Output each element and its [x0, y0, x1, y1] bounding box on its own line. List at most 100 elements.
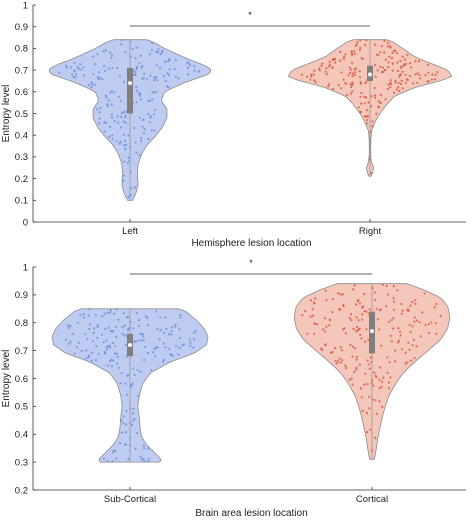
- iqr-box: [127, 67, 133, 114]
- data-point: [133, 418, 136, 421]
- data-point: [351, 383, 354, 386]
- data-point: [433, 78, 436, 81]
- data-point: [383, 51, 386, 54]
- data-point: [93, 83, 97, 86]
- x-axis-label: Brain area lesion location: [195, 508, 307, 519]
- data-point: [104, 94, 107, 97]
- data-point: [142, 132, 145, 135]
- data-point: [189, 344, 192, 347]
- data-point: [122, 174, 125, 177]
- data-point: [85, 349, 88, 352]
- data-point: [141, 65, 144, 68]
- data-point: [150, 129, 153, 132]
- data-point: [353, 284, 356, 287]
- data-point: [96, 53, 99, 56]
- data-point: [338, 357, 341, 360]
- data-point: [157, 50, 160, 53]
- data-point: [406, 309, 409, 312]
- data-point: [365, 115, 368, 118]
- data-point: [131, 423, 134, 427]
- data-point: [134, 70, 137, 73]
- data-point: [414, 60, 417, 63]
- data-point: [351, 61, 354, 64]
- x-axis-label: Hemisphere lesion location: [191, 238, 311, 249]
- data-point: [97, 71, 100, 74]
- data-point: [364, 372, 367, 375]
- data-point: [350, 319, 353, 322]
- data-point: [91, 83, 94, 86]
- data-point: [397, 86, 400, 89]
- data-point: [154, 355, 157, 358]
- data-point: [120, 419, 123, 422]
- data-point: [82, 312, 85, 316]
- data-point: [378, 400, 381, 403]
- data-point: [135, 86, 138, 89]
- data-point: [388, 55, 391, 58]
- data-point: [140, 139, 143, 142]
- data-point: [358, 302, 362, 305]
- data-point: [394, 360, 397, 363]
- y-tick-label: 0.9: [15, 22, 28, 33]
- data-point: [356, 329, 359, 332]
- data-point: [98, 111, 101, 114]
- data-point: [113, 120, 116, 123]
- data-point: [345, 367, 348, 370]
- data-point: [187, 73, 190, 76]
- data-point: [168, 348, 171, 351]
- data-point: [339, 293, 342, 296]
- data-point: [167, 86, 170, 89]
- data-point: [153, 76, 156, 79]
- data-point: [142, 118, 145, 121]
- data-point: [344, 82, 348, 85]
- data-point: [155, 50, 158, 54]
- data-point: [386, 371, 389, 374]
- data-point: [104, 352, 107, 355]
- data-point: [123, 160, 126, 163]
- data-point: [138, 154, 141, 157]
- data-point: [111, 330, 115, 333]
- data-point: [396, 61, 399, 64]
- data-point: [310, 75, 313, 78]
- data-point: [156, 79, 159, 82]
- data-point: [378, 328, 381, 331]
- data-point: [106, 364, 109, 367]
- data-point: [344, 332, 347, 335]
- data-point: [401, 309, 404, 312]
- data-point: [112, 449, 115, 452]
- data-point: [161, 49, 164, 52]
- data-point: [124, 139, 127, 142]
- data-point: [192, 331, 195, 334]
- data-point: [374, 299, 377, 302]
- data-point: [132, 367, 135, 370]
- data-point: [358, 327, 361, 330]
- data-point: [170, 326, 173, 329]
- data-point: [337, 360, 340, 363]
- y-tick-label: 0.2: [15, 174, 28, 185]
- data-point: [342, 305, 345, 308]
- data-point: [109, 125, 112, 128]
- data-point: [119, 442, 122, 445]
- data-point: [173, 68, 176, 71]
- data-point: [324, 343, 327, 346]
- data-point: [386, 356, 389, 359]
- y-tick-label: 0.8: [15, 318, 28, 329]
- panel-brain-area: 0.2 0.3 0.4 0.5 0.6 0.7 0.8 0.9 1 Sub-Cortical Cor…: [1, 258, 466, 519]
- data-point: [349, 68, 352, 71]
- data-point: [134, 340, 137, 343]
- data-point: [390, 319, 393, 322]
- x-tick-label: Sub-Cortical: [104, 494, 156, 505]
- data-point: [375, 412, 378, 416]
- data-point: [360, 102, 363, 105]
- data-point: [304, 310, 307, 313]
- data-point: [111, 134, 114, 137]
- data-point: [67, 324, 70, 327]
- data-point: [147, 99, 150, 102]
- data-point: [369, 428, 372, 431]
- data-point: [375, 375, 378, 379]
- data-point: [97, 352, 100, 356]
- data-point: [359, 387, 363, 390]
- data-point: [374, 75, 377, 78]
- data-point: [427, 332, 431, 335]
- data-point: [104, 327, 107, 330]
